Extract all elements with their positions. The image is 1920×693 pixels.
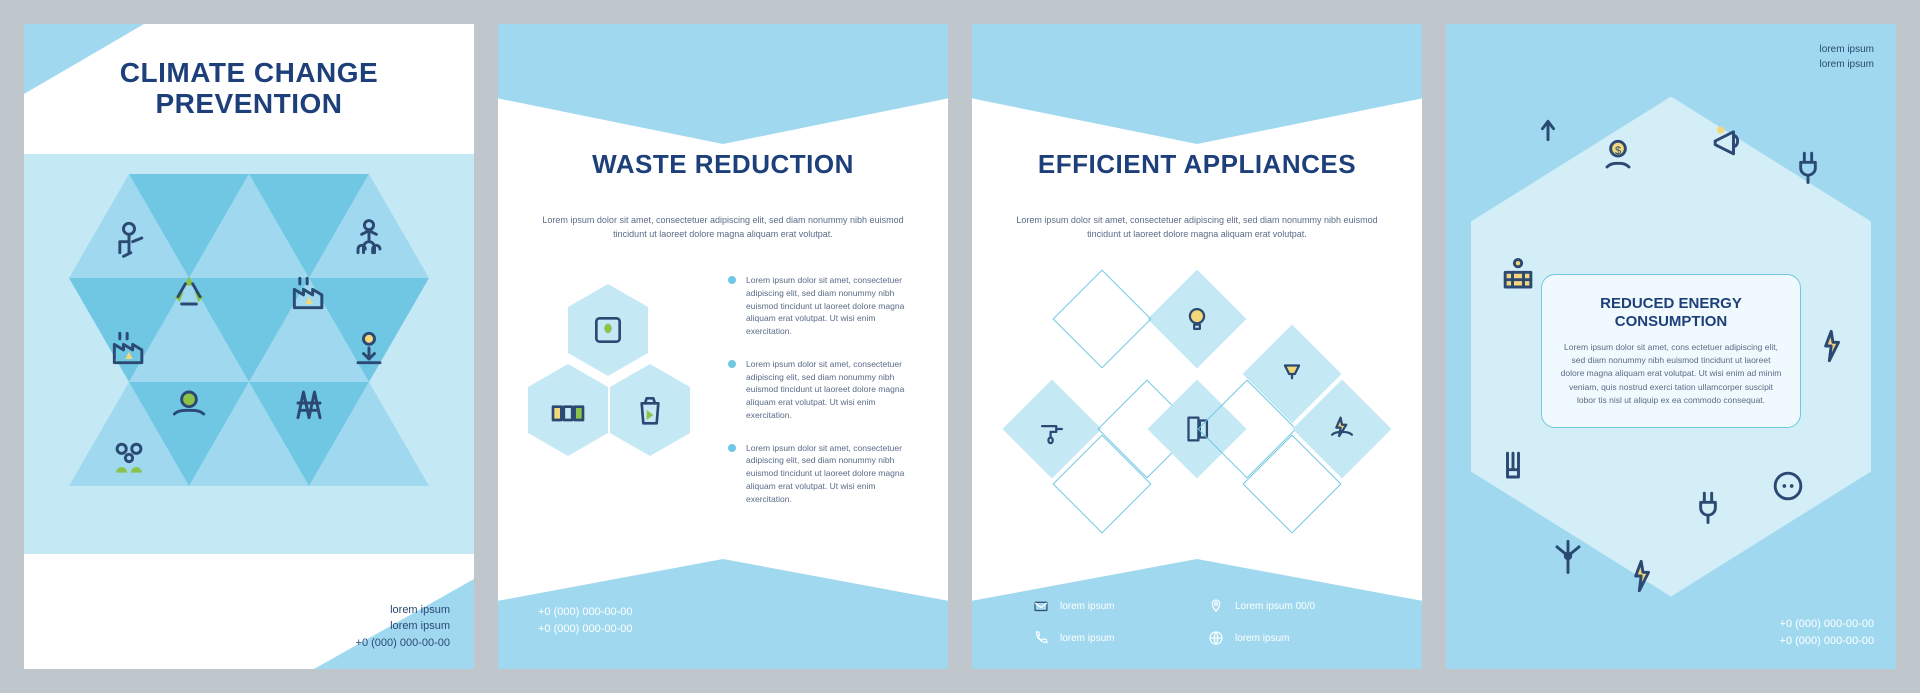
contact-address: Lorem ipsum 00/0 xyxy=(1207,597,1362,615)
panel2-bullets: Lorem ipsum dolor sit amet, consectetuer… xyxy=(728,274,918,525)
crowd-icon xyxy=(345,214,393,262)
speaker-icon xyxy=(105,214,153,262)
panel4-footer: +0 (000) 000-00-00 +0 (000) 000-00-00 xyxy=(1780,616,1874,651)
panel3-contacts: lorem ipsum Lorem ipsum 00/0 lorem ipsum… xyxy=(1032,597,1362,647)
p2-top-shape xyxy=(498,24,948,144)
panel-energy: lorem ipsum lorem ipsum REDUCED ENERGY C… xyxy=(1446,24,1896,669)
point-icon xyxy=(1526,114,1570,158)
panel3-title: EFFICIENT APPLIANCES xyxy=(972,150,1422,179)
contact-web: lorem ipsum xyxy=(1207,629,1362,647)
panel4-box-desc: Lorem ipsum dolor sit amet, cons ectetue… xyxy=(1560,341,1782,407)
plug-hand-icon xyxy=(1786,144,1830,188)
panel4-box-title: REDUCED ENERGY CONSUMPTION xyxy=(1560,295,1782,331)
bullet-1: Lorem ipsum dolor sit amet, consectetuer… xyxy=(728,274,918,338)
hands-earth-icon xyxy=(165,379,213,427)
bulb-icon xyxy=(1148,270,1247,369)
solar-icon xyxy=(1496,254,1540,298)
brochure-panels: CLIMATE CHANGE PREVENTION xyxy=(24,24,1896,669)
coin-hand-icon xyxy=(1596,134,1640,178)
panel1-footer: lorem ipsum lorem ipsum +0 (000) 000-00-… xyxy=(356,602,450,652)
panel-waste: WASTE REDUCTION Lorem ipsum dolor sit am… xyxy=(498,24,948,669)
megaphone-icon xyxy=(1706,119,1750,163)
p4-phone2: +0 (000) 000-00-00 xyxy=(1780,633,1874,651)
family-icon xyxy=(105,434,153,482)
trash-bag-icon xyxy=(610,364,690,456)
p4-credit1: lorem ipsum xyxy=(1820,42,1874,57)
plug-green-icon xyxy=(1686,484,1730,528)
panel2-title: WASTE REDUCTION xyxy=(498,150,948,179)
bolt-badge-l-icon xyxy=(1621,554,1665,598)
p1-footer-line2: lorem ipsum xyxy=(356,618,450,635)
p1-footer-phone: +0 (000) 000-00-00 xyxy=(356,635,450,652)
contact-email: lorem ipsum xyxy=(1032,597,1187,615)
pylons-icon xyxy=(285,379,333,427)
contact-phone: lorem ipsum xyxy=(1032,629,1187,647)
socket-icon xyxy=(1766,464,1810,508)
factory-alert-icon xyxy=(105,324,153,372)
p4-credit2: lorem ipsum xyxy=(1820,57,1874,72)
factory-warn-icon xyxy=(285,269,333,317)
recycle-icon xyxy=(165,269,213,317)
p2-phone1: +0 (000) 000-00-00 xyxy=(538,604,632,622)
panel4-box: REDUCED ENERGY CONSUMPTION Lorem ipsum d… xyxy=(1541,274,1801,428)
compost-icon xyxy=(568,284,648,376)
panel2-sub: Lorem ipsum dolor sit amet, consectetuer… xyxy=(538,214,908,241)
p1-footer-line1: lorem ipsum xyxy=(356,602,450,619)
p3-top-shape xyxy=(972,24,1422,144)
panel2-footer: +0 (000) 000-00-00 +0 (000) 000-00-00 xyxy=(538,604,632,639)
bullet-2: Lorem ipsum dolor sit amet, consectetuer… xyxy=(728,358,918,422)
triangle-grid xyxy=(69,174,429,514)
bins-icon xyxy=(528,364,608,456)
p4-phone1: +0 (000) 000-00-00 xyxy=(1780,616,1874,634)
bullet-3: Lorem ipsum dolor sit amet, consectetuer… xyxy=(728,442,918,506)
bolt-badge-r-icon xyxy=(1811,324,1855,368)
panel3-sub: Lorem ipsum dolor sit amet, consectetuer… xyxy=(1012,214,1382,241)
panel-climate: CLIMATE CHANGE PREVENTION xyxy=(24,24,474,669)
panel1-title: CLIMATE CHANGE PREVENTION xyxy=(24,58,474,120)
diamond-grid xyxy=(1037,284,1357,514)
panel4-credits: lorem ipsum lorem ipsum xyxy=(1820,42,1874,72)
sun-download-icon xyxy=(345,324,393,372)
wind-icon xyxy=(1546,534,1590,578)
p2-phone2: +0 (000) 000-00-00 xyxy=(538,621,632,639)
panel-appliances: EFFICIENT APPLIANCES Lorem ipsum dolor s… xyxy=(972,24,1422,669)
cfl-icon xyxy=(1491,444,1535,488)
